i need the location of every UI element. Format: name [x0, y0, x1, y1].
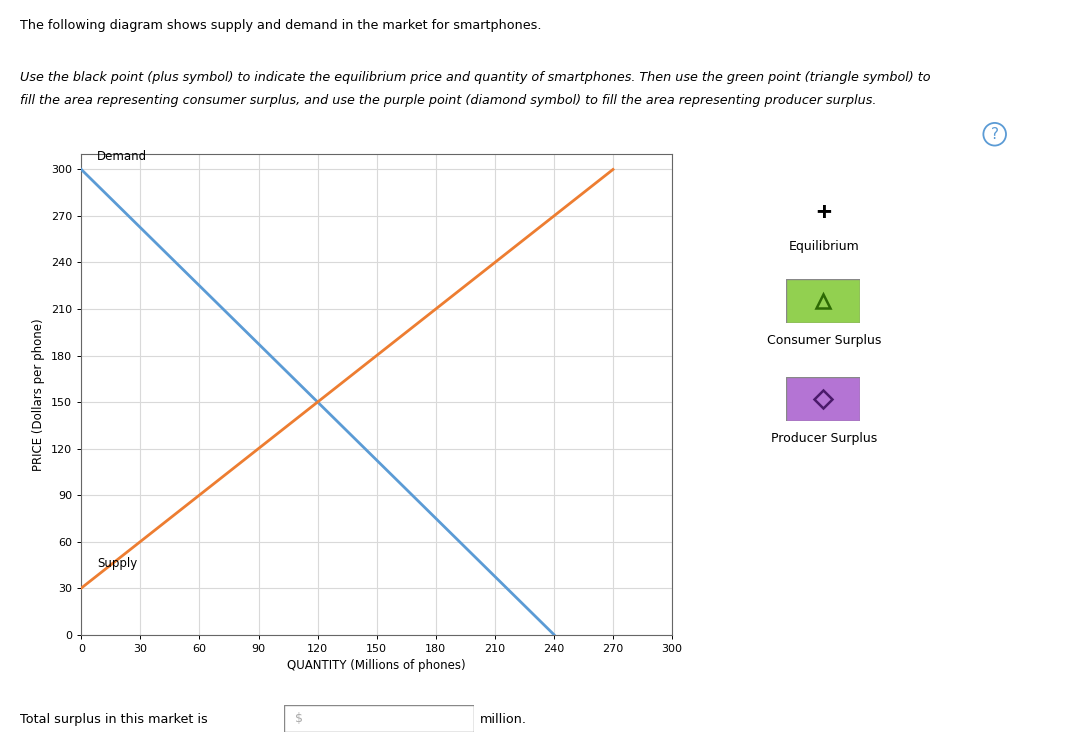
FancyBboxPatch shape	[284, 705, 474, 732]
Text: million.: million.	[480, 713, 527, 726]
Text: Producer Surplus: Producer Surplus	[771, 432, 877, 445]
Text: Equilibrium: Equilibrium	[788, 240, 860, 253]
FancyBboxPatch shape	[9, 99, 1066, 693]
Text: $: $	[295, 712, 304, 725]
Text: +: +	[816, 200, 831, 224]
Text: fill the area representing consumer surplus, and use the purple point (diamond s: fill the area representing consumer surp…	[20, 94, 876, 107]
Text: Total surplus in this market is: Total surplus in this market is	[20, 713, 207, 726]
FancyBboxPatch shape	[786, 377, 860, 421]
Text: Demand: Demand	[98, 150, 147, 163]
FancyBboxPatch shape	[786, 279, 860, 323]
Text: The following diagram shows supply and demand in the market for smartphones.: The following diagram shows supply and d…	[20, 19, 541, 32]
Text: Consumer Surplus: Consumer Surplus	[766, 334, 881, 347]
Text: ?: ?	[991, 127, 998, 142]
Text: Supply: Supply	[98, 557, 138, 570]
X-axis label: QUANTITY (Millions of phones): QUANTITY (Millions of phones)	[287, 659, 466, 672]
Y-axis label: PRICE (Dollars per phone): PRICE (Dollars per phone)	[33, 318, 46, 471]
Text: Use the black point (plus symbol) to indicate the equilibrium price and quantity: Use the black point (plus symbol) to ind…	[20, 71, 930, 84]
